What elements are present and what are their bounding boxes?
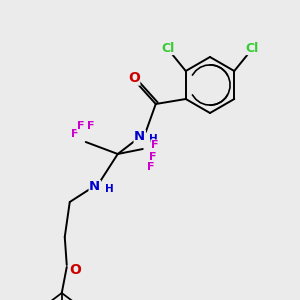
Text: N: N [134, 130, 145, 143]
Text: O: O [69, 263, 81, 277]
Text: Cl: Cl [161, 41, 174, 55]
Text: F: F [87, 121, 94, 131]
Text: F: F [147, 162, 154, 172]
Text: F: F [77, 121, 85, 131]
Text: H: H [105, 184, 114, 194]
Text: N: N [89, 181, 100, 194]
Text: O: O [128, 71, 140, 85]
Text: F: F [149, 152, 157, 162]
Text: F: F [71, 129, 79, 139]
Text: F: F [151, 140, 158, 150]
Text: H: H [149, 134, 158, 144]
Text: Cl: Cl [246, 41, 259, 55]
